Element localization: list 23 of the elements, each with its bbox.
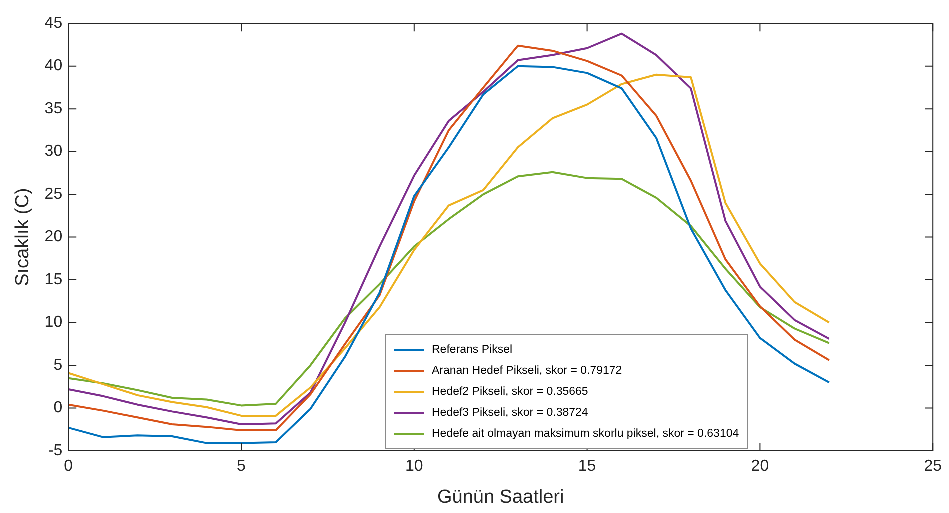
y-tick-label: 20 (44, 228, 63, 246)
x-tick-label: 10 (406, 458, 424, 476)
legend-label: Referans Piksel (432, 344, 513, 356)
y-tick-label: -5 (48, 442, 63, 460)
y-tick-label: 35 (44, 100, 63, 118)
x-tick-label: 5 (237, 458, 246, 476)
legend-label: Hedef3 Pikseli, skor = 0.38724 (432, 406, 588, 418)
legend-label: Hedefe ait olmayan maksimum skorlu piksel, skor = 0.63104 (432, 428, 740, 440)
x-axis-title: Günün Saatleri (437, 486, 564, 508)
y-tick-label: 45 (44, 15, 63, 32)
y-tick-label: 10 (44, 314, 63, 332)
legend-label: Aranan Hedef Pikseli, skor = 0.79172 (432, 364, 622, 376)
y-tick-label: 15 (44, 271, 63, 288)
y-tick-label: 40 (44, 58, 63, 75)
y-tick-label: 30 (44, 143, 63, 160)
y-tick-label: 25 (44, 186, 63, 203)
y-tick-label: 5 (54, 356, 63, 374)
legend-label: Hedef2 Pikseli, skor = 0.35665 (432, 386, 588, 398)
x-tick-label: 20 (751, 458, 770, 476)
y-axis-title: Sıcaklık (C) (12, 188, 34, 286)
x-tick-label: 25 (924, 458, 942, 476)
x-tick-label: 15 (578, 458, 596, 476)
y-tick-label: 0 (54, 400, 63, 417)
